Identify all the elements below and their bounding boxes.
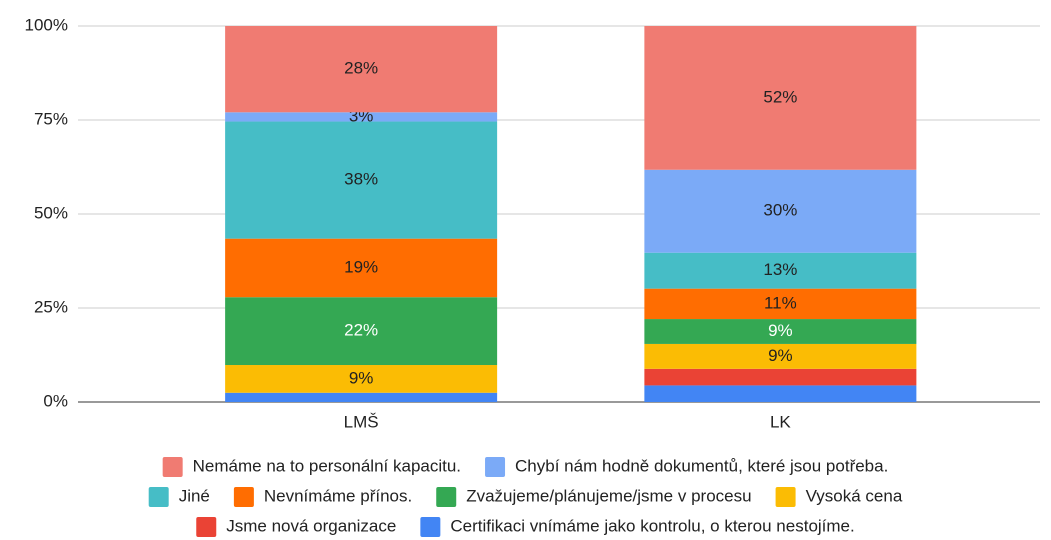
bar-segment (225, 238, 498, 298)
legend-swatch (162, 457, 183, 477)
legend-swatch (233, 487, 254, 507)
legend-swatch (436, 487, 457, 507)
y-tick-label: 100% (25, 15, 68, 34)
data-label: 30% (763, 201, 797, 220)
bar-segment (225, 121, 498, 239)
data-label: 11% (764, 293, 797, 312)
data-label: 38% (344, 170, 378, 189)
legend-label: Jiné (179, 486, 210, 505)
bar-segment (225, 365, 498, 393)
legend-label: Zvažujeme/plánujeme/jsme v procesu (466, 486, 751, 505)
legend-swatch (420, 517, 441, 537)
legend-label: Vysoká cena (806, 486, 903, 505)
legend-label: Nevnímáme přínos. (264, 486, 412, 505)
bar-segment (644, 319, 917, 344)
bar-segment (225, 112, 498, 122)
legend-label: Jsme nová organizace (226, 516, 396, 535)
data-label: 9% (768, 346, 793, 365)
legend-label: Nemáme na to personální kapacitu. (193, 456, 461, 475)
y-tick-label: 50% (34, 203, 68, 222)
bar-segment (225, 26, 498, 113)
legend-swatch (148, 487, 169, 507)
legend-swatch (775, 487, 796, 507)
data-label: 9% (349, 368, 374, 387)
bar-segment (644, 343, 917, 369)
y-tick-label: 0% (43, 391, 68, 410)
data-label: 52% (763, 87, 797, 106)
bar-segment (644, 252, 917, 289)
bar-segment (644, 368, 917, 386)
data-label: 22% (344, 321, 378, 340)
bar-segment (644, 169, 917, 253)
bar-segment (225, 392, 498, 402)
y-tick-label: 25% (34, 297, 68, 316)
x-tick-label: LK (770, 412, 791, 431)
bar-segment (644, 26, 917, 170)
bar-segment (644, 385, 917, 402)
data-label: 9% (768, 321, 793, 340)
legend-swatch (196, 517, 217, 537)
data-label: 28% (344, 59, 378, 78)
x-tick-label: LMŠ (344, 412, 379, 431)
data-label: 13% (763, 260, 797, 279)
bar-segment (225, 297, 498, 366)
legend-label: Chybí nám hodně dokumentů, které jsou po… (515, 456, 888, 475)
bar-segment (644, 288, 917, 320)
data-label: 19% (344, 257, 378, 276)
legend-swatch (485, 457, 506, 477)
y-tick-label: 75% (34, 109, 68, 128)
legend-label: Certifikaci vnímáme jako kontrolu, o kte… (450, 516, 854, 535)
